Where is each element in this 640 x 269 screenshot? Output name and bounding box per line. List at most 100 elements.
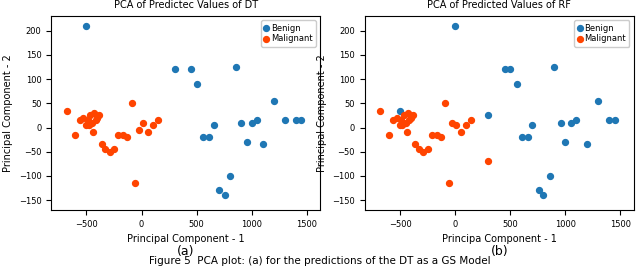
Malignant bbox=[456, 130, 467, 134]
Benign bbox=[505, 67, 515, 72]
Malignant bbox=[134, 128, 144, 132]
Benign bbox=[280, 118, 290, 122]
Y-axis label: Principal Component - 2: Principal Component - 2 bbox=[3, 54, 13, 172]
Malignant bbox=[404, 118, 415, 122]
Benign bbox=[170, 67, 180, 72]
Malignant bbox=[401, 121, 411, 125]
Benign bbox=[204, 135, 214, 139]
Malignant bbox=[436, 135, 446, 139]
Benign bbox=[566, 121, 576, 125]
Malignant bbox=[395, 123, 405, 127]
Malignant bbox=[466, 118, 476, 122]
Malignant bbox=[440, 101, 451, 105]
Malignant bbox=[152, 118, 163, 122]
Legend: Benign, Malignant: Benign, Malignant bbox=[575, 20, 629, 47]
Benign bbox=[527, 123, 538, 127]
Malignant bbox=[85, 113, 95, 118]
Malignant bbox=[444, 181, 454, 185]
Malignant bbox=[104, 150, 115, 154]
Benign bbox=[214, 188, 224, 193]
Benign bbox=[604, 118, 614, 122]
Malignant bbox=[396, 118, 406, 122]
Malignant bbox=[422, 147, 433, 151]
Malignant bbox=[392, 116, 402, 120]
Benign bbox=[236, 121, 246, 125]
Benign bbox=[556, 121, 566, 125]
Benign bbox=[246, 121, 257, 125]
Benign bbox=[593, 99, 604, 103]
Malignant bbox=[399, 113, 409, 118]
Benign bbox=[242, 140, 252, 144]
Benign bbox=[483, 113, 493, 118]
Benign bbox=[191, 82, 202, 86]
Malignant bbox=[397, 123, 408, 127]
Malignant bbox=[432, 133, 442, 137]
Malignant bbox=[418, 150, 428, 154]
Benign bbox=[571, 118, 581, 122]
Legend: Benign, Malignant: Benign, Malignant bbox=[261, 20, 316, 47]
Malignant bbox=[118, 133, 129, 137]
Benign bbox=[209, 123, 220, 127]
Malignant bbox=[84, 123, 94, 127]
Benign bbox=[291, 118, 301, 122]
Benign bbox=[560, 140, 570, 144]
Malignant bbox=[92, 116, 102, 120]
Benign bbox=[198, 135, 209, 139]
Text: (b): (b) bbox=[490, 245, 508, 258]
Malignant bbox=[89, 111, 99, 115]
Malignant bbox=[109, 147, 119, 151]
Benign bbox=[186, 67, 196, 72]
Malignant bbox=[451, 123, 461, 127]
Title: PCA of Predictec Values of DT: PCA of Predictec Values of DT bbox=[113, 0, 258, 10]
Y-axis label: Principal Component - 2: Principal Component - 2 bbox=[317, 54, 327, 172]
Malignant bbox=[81, 123, 92, 127]
Malignant bbox=[447, 121, 458, 125]
Benign bbox=[450, 24, 460, 28]
Malignant bbox=[406, 116, 416, 120]
Malignant bbox=[410, 142, 420, 147]
Malignant bbox=[143, 130, 153, 134]
Malignant bbox=[91, 118, 101, 122]
Malignant bbox=[403, 111, 413, 115]
Benign bbox=[534, 188, 544, 193]
Malignant bbox=[483, 159, 493, 164]
Malignant bbox=[122, 135, 132, 139]
Malignant bbox=[375, 108, 385, 113]
X-axis label: Principa Component - 1: Principa Component - 1 bbox=[442, 234, 557, 244]
Benign bbox=[500, 67, 510, 72]
Benign bbox=[582, 142, 593, 147]
Malignant bbox=[75, 118, 85, 122]
Malignant bbox=[408, 113, 418, 118]
Benign bbox=[523, 135, 533, 139]
Malignant bbox=[78, 116, 88, 120]
Title: PCA of Predicted Values of RF: PCA of Predicted Values of RF bbox=[428, 0, 571, 10]
Malignant bbox=[113, 133, 124, 137]
Text: Figure 5  PCA plot: (a) for the predictions of the DT as a GS Model: Figure 5 PCA plot: (a) for the predictio… bbox=[149, 256, 491, 266]
Benign bbox=[545, 174, 555, 178]
Benign bbox=[296, 118, 307, 122]
Malignant bbox=[100, 147, 110, 151]
Benign bbox=[269, 99, 279, 103]
Malignant bbox=[461, 123, 471, 127]
Benign bbox=[225, 174, 235, 178]
Benign bbox=[252, 118, 262, 122]
Malignant bbox=[401, 130, 412, 134]
Benign bbox=[610, 118, 620, 122]
X-axis label: Principal Component - 1: Principal Component - 1 bbox=[127, 234, 244, 244]
Malignant bbox=[131, 181, 141, 185]
Malignant bbox=[61, 108, 72, 113]
Benign bbox=[517, 135, 527, 139]
Malignant bbox=[147, 123, 157, 127]
Malignant bbox=[97, 142, 107, 147]
Benign bbox=[512, 82, 522, 86]
Malignant bbox=[94, 113, 104, 118]
Malignant bbox=[127, 101, 137, 105]
Benign bbox=[549, 65, 559, 69]
Malignant bbox=[70, 133, 81, 137]
Malignant bbox=[138, 121, 148, 125]
Malignant bbox=[83, 118, 93, 122]
Benign bbox=[81, 24, 92, 28]
Benign bbox=[538, 193, 548, 197]
Malignant bbox=[87, 121, 97, 125]
Malignant bbox=[384, 133, 394, 137]
